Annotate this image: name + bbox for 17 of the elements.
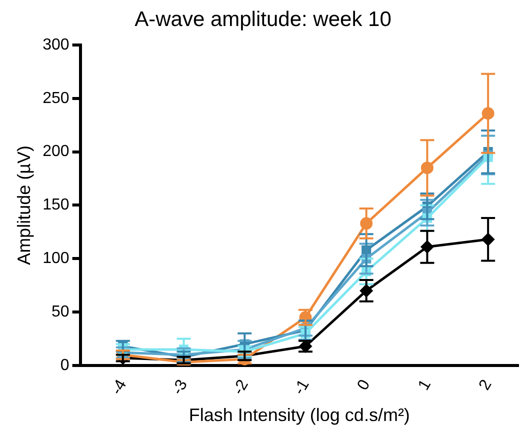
x-tick-label: -4	[108, 376, 130, 398]
y-tick-label: 100	[42, 250, 70, 268]
y-tick-label: 150	[42, 196, 70, 214]
y-tick-label: 200	[42, 143, 70, 160]
chart-title: A-wave amplitude: week 10	[134, 8, 392, 32]
x-tick-label: -3	[169, 376, 192, 398]
x-tick-label: -2	[230, 376, 252, 398]
y-axis-title: Amplitude (µV)	[14, 146, 34, 265]
y-tick-label: 50	[52, 303, 70, 320]
y-tick-label: 250	[42, 90, 70, 107]
y-tick-label: 300	[42, 36, 70, 54]
x-axis-title: Flash Intensity (log cd.s/m²)	[188, 405, 410, 426]
x-tick-label: 0	[354, 376, 374, 394]
x-tick-label: 2	[476, 376, 496, 394]
y-tick-label: 0	[60, 356, 70, 374]
x-tick-label: -1	[290, 376, 313, 398]
x-tick-label: 1	[415, 376, 435, 394]
